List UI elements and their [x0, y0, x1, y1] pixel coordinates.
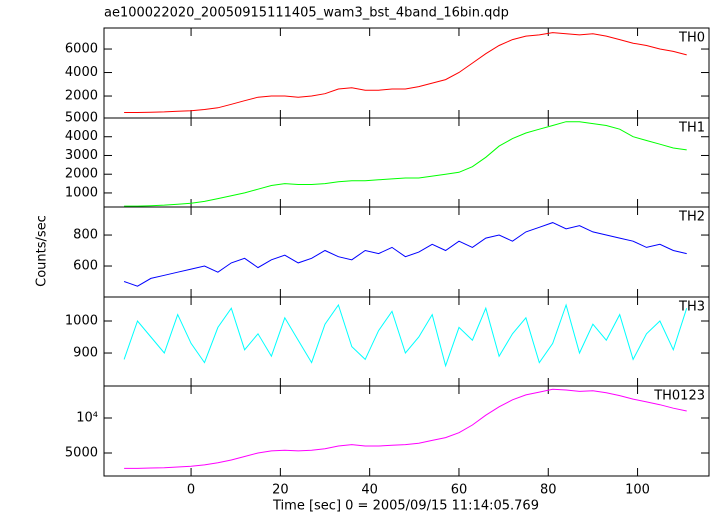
x-tick-label: 80: [540, 483, 557, 498]
series-label: TH2: [678, 210, 705, 225]
y-tick-label: 10⁴: [76, 410, 98, 425]
series-label: TH0: [678, 31, 705, 46]
series-label: TH1: [678, 121, 705, 136]
y-tick-label: 600: [73, 259, 98, 274]
x-tick-label: 20: [272, 483, 289, 498]
data-line: [123, 222, 687, 287]
x-axis-label: Time [sec] 0 = 2005/09/15 11:14:05.769: [272, 499, 539, 514]
y-tick-label: 1000: [65, 185, 98, 200]
y-tick-label: 3000: [65, 148, 98, 163]
series-label: TH0123: [653, 389, 705, 404]
y-tick-label: 900: [73, 346, 98, 361]
series-label: TH3: [678, 300, 705, 315]
y-tick-label: 1000: [65, 314, 98, 329]
y-tick-label: 6000: [65, 42, 98, 57]
panel-frame: [103, 206, 710, 298]
y-tick-label: 800: [73, 228, 98, 243]
data-line: [124, 388, 687, 469]
y-tick-label: 5000: [65, 445, 98, 460]
x-tick-label: 0: [187, 483, 195, 498]
y-tick-label: 4000: [65, 65, 98, 80]
y-tick-label: 2000: [65, 89, 98, 104]
x-tick-label: 100: [625, 483, 650, 498]
y-tick-label: 5000: [65, 111, 98, 126]
x-tick-label: 60: [451, 483, 468, 498]
x-tick-label: 40: [361, 483, 378, 498]
panel-frame: [103, 117, 710, 208]
chart-title: ae100022020_20050915111405_wam3_bst_4ban…: [104, 6, 509, 21]
data-line: [124, 32, 687, 113]
panel-frame: [103, 385, 710, 477]
panel-frame: [103, 27, 710, 119]
y-tick-label: 2000: [65, 167, 98, 182]
data-line: [124, 121, 687, 207]
data-line: [123, 303, 688, 368]
y-axis-label: Counts/sec: [35, 215, 50, 287]
y-tick-label: 4000: [65, 129, 98, 144]
panel-frame: [103, 296, 710, 387]
